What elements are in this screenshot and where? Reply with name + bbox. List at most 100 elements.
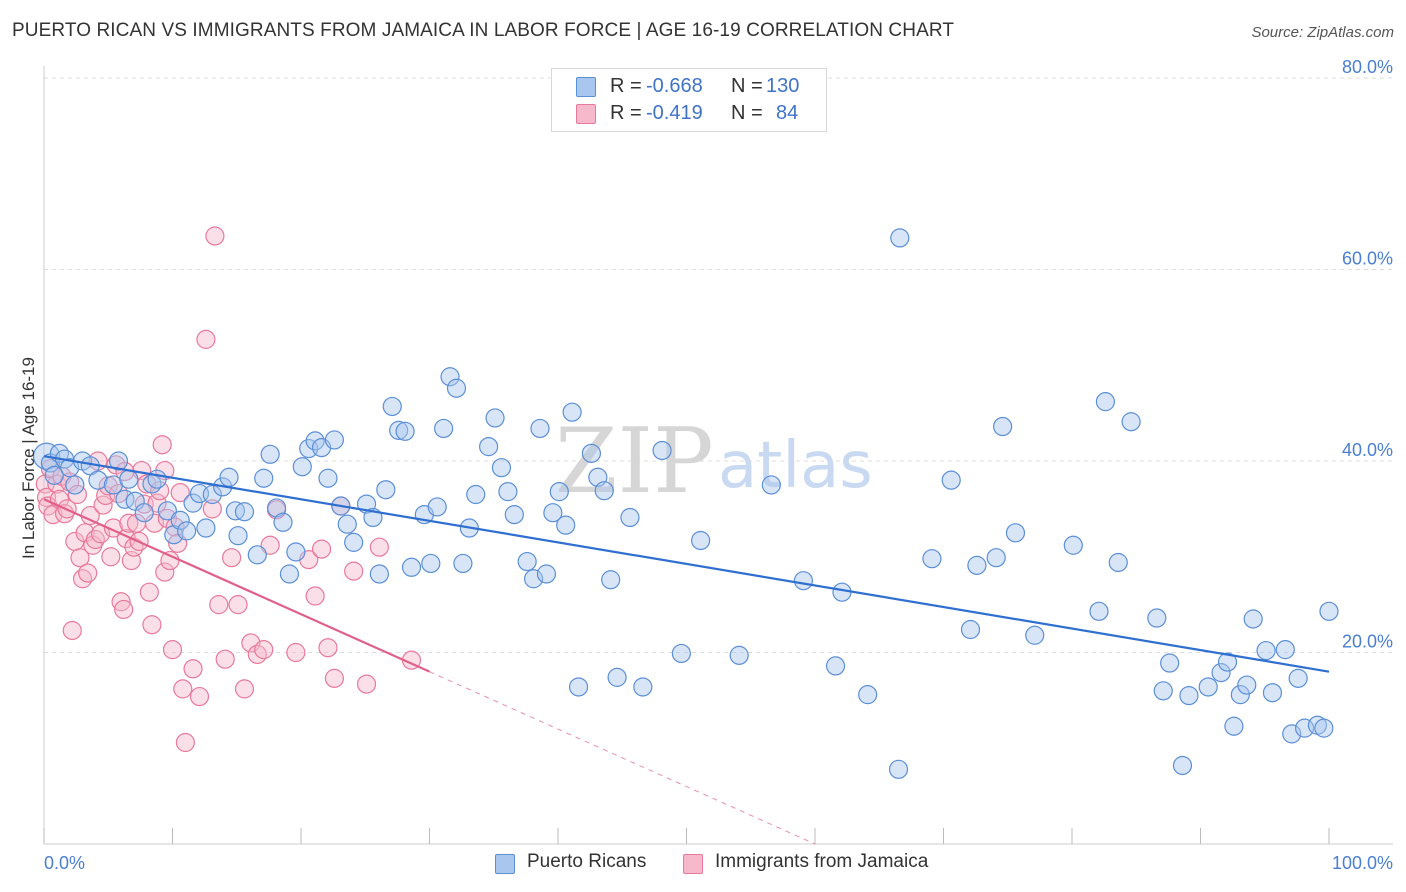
jamaica-point: [260, 535, 280, 555]
puerto-rican-point: [498, 482, 518, 502]
puerto-rican-point: [543, 503, 563, 523]
puerto-rican-point: [1121, 412, 1141, 432]
puerto-rican-point: [825, 656, 846, 676]
jamaica-point: [183, 659, 203, 679]
puerto-rican-point: [266, 498, 287, 518]
puerto-rican-point: [1005, 523, 1026, 543]
puerto-rican-point: [1198, 677, 1218, 697]
puerto-rican-point: [581, 443, 602, 463]
jamaica-point: [101, 547, 121, 567]
jamaica-point: [215, 649, 235, 669]
jamaica-point: [222, 548, 242, 568]
puerto-rican-point: [922, 549, 942, 569]
puerto-rican-point: [382, 396, 402, 417]
puerto-rican-point: [1243, 609, 1263, 629]
puerto-rican-point: [170, 510, 190, 530]
puerto-rican-point: [568, 677, 589, 697]
puerto-rican-point: [292, 457, 312, 477]
jamaica-point: [147, 493, 167, 513]
puerto-rican-point: [793, 571, 814, 591]
bottom-legend-swatch-pink: [683, 854, 703, 874]
puerto-rican-point: [1319, 601, 1339, 621]
jamaica-trend-extension: [429, 671, 816, 845]
puerto-rican-point: [1153, 681, 1173, 701]
jamaica-point: [196, 329, 216, 349]
bottom-legend-swatch-blue: [495, 854, 515, 874]
puerto-rican-point: [1147, 608, 1167, 628]
y-tick-label: 40.0%: [1342, 440, 1393, 460]
jamaica-point: [170, 482, 190, 503]
bottom-legend-label: Puerto Ricans: [527, 851, 647, 872]
puerto-rican-point: [440, 367, 460, 387]
jamaica-point: [175, 732, 195, 753]
puerto-rican-point: [344, 532, 364, 552]
trend-lines: [43, 455, 1330, 845]
puerto-rican-point: [607, 667, 627, 687]
puerto-rican-point: [119, 469, 139, 489]
puerto-rican-point: [434, 418, 454, 439]
puerto-rican-point: [691, 530, 711, 551]
jamaica-point: [150, 481, 170, 501]
puerto-rican-point: [108, 451, 129, 471]
puerto-rican-point: [1172, 755, 1193, 776]
puerto-rican-point: [562, 402, 582, 422]
puerto-rican-point: [446, 378, 467, 398]
puerto-rican-point: [219, 467, 239, 487]
jamaica-point: [162, 640, 183, 660]
watermark-zip: ZIP: [555, 409, 714, 514]
jamaica-point: [318, 638, 338, 658]
puerto-rican-point: [183, 493, 203, 513]
jamaica-point: [144, 513, 165, 533]
puerto-rican-point: [858, 685, 878, 705]
watermark-atlas: atlas: [718, 429, 873, 503]
puerto-rican-point: [556, 515, 576, 535]
puerto-rican-point: [453, 553, 473, 574]
puerto-rican-point: [671, 643, 691, 664]
jamaica-point: [139, 582, 159, 602]
puerto-rican-point: [536, 564, 557, 584]
puerto-rican-point: [369, 564, 389, 584]
puerto-rican-point: [1160, 653, 1180, 673]
jamaica-point: [305, 586, 325, 606]
puerto-rican-point: [44, 465, 64, 485]
puerto-rican-point: [890, 228, 910, 248]
puerto-rican-point: [234, 502, 255, 522]
puerto-rican-point: [479, 437, 499, 457]
puerto-rican-point: [1224, 716, 1244, 736]
puerto-rican-point: [594, 481, 614, 501]
jamaica-point: [142, 615, 162, 635]
watermark: ZIP atlas: [555, 409, 873, 514]
jamaica-point: [344, 561, 364, 581]
puerto-rican-point: [729, 645, 749, 665]
puerto-rican-point: [620, 507, 640, 528]
puerto-rican-point: [517, 551, 537, 572]
puerto-rican-point: [652, 440, 672, 461]
puerto-rican-point: [427, 497, 447, 517]
jamaica-point: [324, 668, 345, 688]
legend-swatch-pink: [576, 104, 596, 124]
jamaica-point: [155, 562, 175, 582]
jamaica-trend-line: [43, 498, 430, 673]
correlation-legend: R = -0.668 N = 130 R = -0.419 N = 84: [551, 68, 827, 132]
puerto-rican-point: [273, 512, 293, 532]
jamaica-point: [234, 679, 255, 699]
puerto-rican-point: [485, 408, 505, 428]
jamaica-point: [286, 642, 306, 663]
puerto-rican-point: [1256, 640, 1276, 661]
legend-r-value: -0.668: [646, 75, 703, 97]
puerto-rican-point: [376, 480, 396, 500]
puerto-rican-point: [491, 458, 512, 478]
puerto-rican-point: [401, 557, 422, 577]
puerto-rican-point: [228, 526, 248, 546]
puerto-rican-point: [254, 468, 274, 488]
jamaica-point: [254, 640, 274, 660]
puerto-rican-point: [1025, 625, 1045, 645]
puerto-rican-point: [260, 444, 280, 464]
puerto-rican-point: [421, 553, 441, 574]
jamaica-point: [62, 620, 82, 641]
puerto-rican-point: [1230, 685, 1250, 705]
puerto-rican-point: [147, 469, 167, 489]
puerto-rican-point: [1063, 535, 1083, 555]
puerto-rican-point: [157, 501, 177, 521]
axes: 20.0% 40.0% 60.0% 80.0%: [43, 57, 1393, 845]
